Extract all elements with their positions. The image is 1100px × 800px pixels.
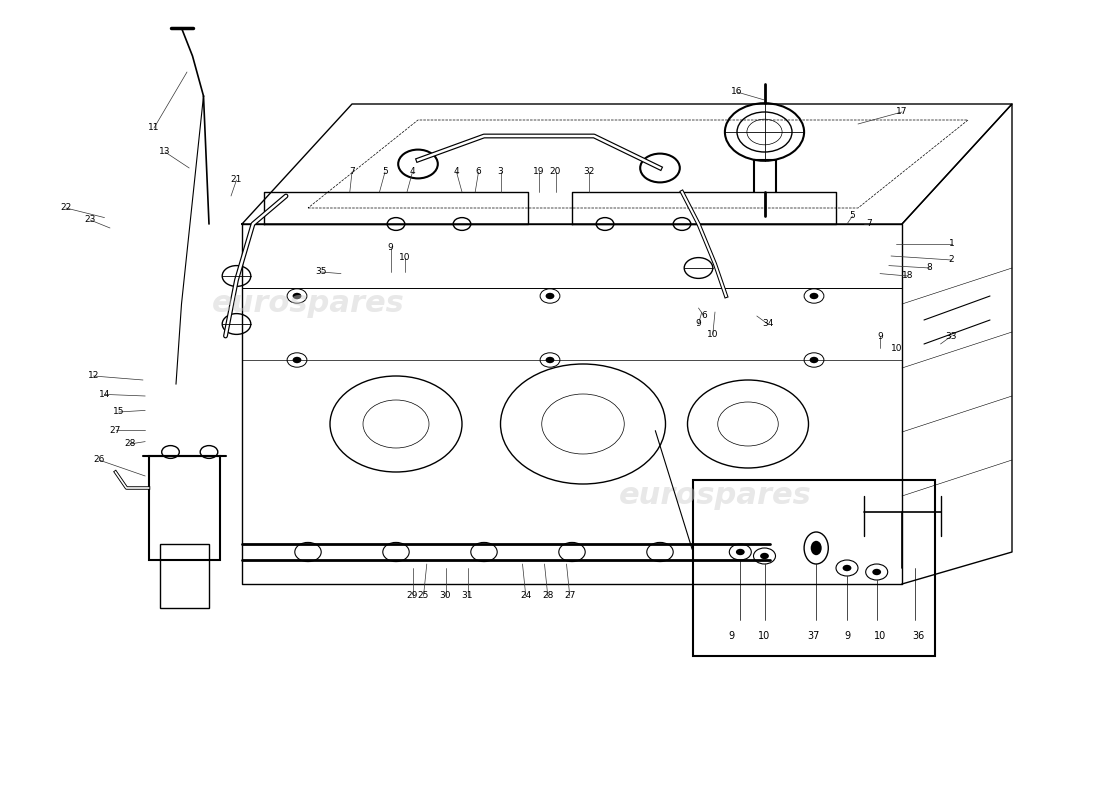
Text: 29: 29 — [407, 591, 418, 601]
Text: 24: 24 — [520, 591, 531, 601]
Text: 9: 9 — [877, 331, 883, 341]
Text: 11: 11 — [148, 123, 159, 133]
Circle shape — [810, 293, 818, 299]
Text: 13: 13 — [160, 147, 170, 157]
Text: 28: 28 — [542, 591, 553, 601]
Text: 28: 28 — [124, 439, 135, 449]
Circle shape — [293, 357, 301, 363]
Circle shape — [546, 357, 554, 363]
Text: 33: 33 — [946, 331, 957, 341]
Text: 22: 22 — [60, 203, 72, 213]
Circle shape — [810, 357, 818, 363]
Text: 10: 10 — [873, 631, 887, 641]
Text: 10: 10 — [707, 330, 718, 339]
Circle shape — [760, 553, 769, 559]
Text: 9: 9 — [695, 319, 702, 329]
Text: 8: 8 — [926, 263, 933, 273]
Bar — [148, 456, 220, 560]
Text: 30: 30 — [440, 591, 451, 601]
Text: 6: 6 — [701, 311, 707, 321]
Text: 16: 16 — [732, 87, 742, 97]
Text: 4: 4 — [453, 167, 460, 177]
Circle shape — [546, 293, 554, 299]
Text: 27: 27 — [564, 591, 575, 601]
Text: 6: 6 — [475, 167, 482, 177]
Text: eurospares: eurospares — [618, 482, 812, 510]
Ellipse shape — [811, 541, 822, 555]
Text: 20: 20 — [550, 167, 561, 177]
Text: 7: 7 — [866, 219, 872, 229]
Text: 26: 26 — [94, 455, 104, 465]
Text: 4: 4 — [409, 167, 416, 177]
Text: 5: 5 — [382, 167, 388, 177]
Text: 31: 31 — [462, 591, 473, 601]
Text: 9: 9 — [387, 243, 394, 253]
Text: 14: 14 — [99, 390, 110, 399]
Text: 17: 17 — [896, 107, 907, 117]
Text: 34: 34 — [762, 319, 773, 329]
Text: eurospares: eurospares — [211, 290, 405, 318]
Text: 21: 21 — [231, 175, 242, 185]
Bar — [160, 544, 209, 608]
Text: 15: 15 — [113, 407, 124, 417]
Text: 1: 1 — [948, 239, 955, 249]
Text: 18: 18 — [902, 271, 913, 281]
Text: 19: 19 — [534, 167, 544, 177]
Text: 5: 5 — [849, 211, 856, 221]
Text: 12: 12 — [88, 371, 99, 381]
Text: 27: 27 — [110, 426, 121, 435]
Bar — [693, 480, 935, 656]
Text: 2: 2 — [948, 255, 955, 265]
Text: 9: 9 — [844, 631, 850, 641]
Circle shape — [293, 293, 301, 299]
Text: 10: 10 — [758, 631, 771, 641]
Circle shape — [843, 565, 851, 571]
Text: 25: 25 — [418, 591, 429, 601]
Circle shape — [736, 549, 745, 555]
Text: 7: 7 — [349, 167, 355, 177]
Text: 37: 37 — [807, 631, 821, 641]
Text: 10: 10 — [891, 343, 902, 353]
Text: 23: 23 — [85, 215, 96, 225]
Text: 10: 10 — [399, 253, 410, 262]
Text: 35: 35 — [316, 267, 327, 277]
Circle shape — [872, 569, 881, 575]
Text: 3: 3 — [497, 167, 504, 177]
Text: 36: 36 — [912, 631, 925, 641]
Text: 32: 32 — [583, 167, 594, 177]
Text: 9: 9 — [728, 631, 735, 641]
